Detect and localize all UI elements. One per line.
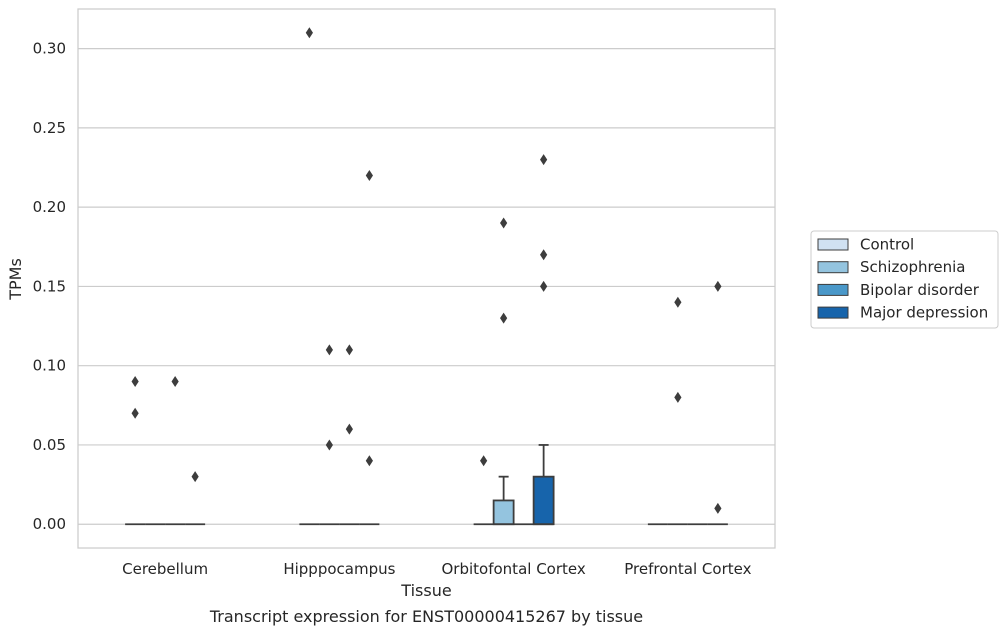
x-tick-label: Hipppocampus	[283, 560, 395, 578]
outlier-point	[171, 376, 179, 388]
y-tick-label: 0.10	[33, 357, 66, 375]
outliers	[131, 27, 722, 514]
x-tick-label: Cerebellum	[122, 560, 208, 578]
y-tick-label: 0.25	[33, 119, 66, 137]
y-tick-label: 0.05	[33, 436, 66, 454]
y-axis-label: TPMs	[6, 258, 25, 301]
legend-label: Major depression	[860, 304, 988, 322]
outlier-point	[365, 169, 373, 181]
outlier-point	[345, 344, 353, 356]
outlier-point	[325, 439, 333, 451]
outlier-point	[674, 391, 682, 403]
outlier-point	[540, 154, 548, 166]
legend-swatch	[817, 306, 849, 319]
x-tick-label: Orbitofontal Cortex	[442, 560, 586, 578]
y-tick-label: 0.20	[33, 198, 66, 216]
outlier-point	[365, 455, 373, 467]
legend-label: Control	[860, 236, 914, 254]
legend-label: Bipolar disorder	[860, 281, 980, 299]
legend-swatch	[817, 283, 849, 296]
y-tick-label: 0.15	[33, 277, 66, 295]
legend-items: Control Schizophrenia Bipolar disorder Majo…	[817, 236, 988, 322]
outlier-point	[325, 344, 333, 356]
y-tick-label: 0.00	[33, 515, 66, 533]
x-axis-label: Tissue	[400, 581, 451, 600]
legend-swatch	[817, 238, 849, 251]
legend-label: Schizophrenia	[860, 258, 965, 276]
outlier-point	[714, 502, 722, 514]
x-tick-labels: Cerebellum Hipppocampus Orbitofontal Corte…	[122, 560, 751, 578]
box	[492, 499, 515, 526]
outlier-point	[305, 27, 313, 39]
outlier-point	[480, 455, 488, 467]
box	[532, 475, 555, 526]
legend-swatch	[817, 261, 849, 274]
outlier-point	[714, 280, 722, 292]
y-tick-labels: 0.00 0.05 0.10 0.15 0.20 0.25 0.30	[33, 40, 66, 534]
legend-frame	[810, 230, 999, 329]
legend: Control Schizophrenia Bipolar disorder Majo…	[810, 230, 999, 329]
outlier-point	[500, 312, 508, 324]
outlier-point	[131, 376, 139, 388]
boxes	[125, 444, 728, 526]
outlier-point	[131, 407, 139, 419]
outlier-point	[540, 249, 548, 261]
outlier-point	[500, 217, 508, 229]
outlier-point	[345, 423, 353, 435]
gridlines	[78, 48, 775, 525]
chart-caption: Transcript expression for ENST0000041526…	[209, 607, 643, 626]
outlier-point	[674, 296, 682, 308]
x-tick-label: Prefrontal Cortex	[624, 560, 751, 578]
plot-frame	[77, 8, 776, 549]
outlier-point	[191, 471, 199, 483]
y-tick-label: 0.30	[33, 40, 66, 58]
outlier-point	[540, 280, 548, 292]
